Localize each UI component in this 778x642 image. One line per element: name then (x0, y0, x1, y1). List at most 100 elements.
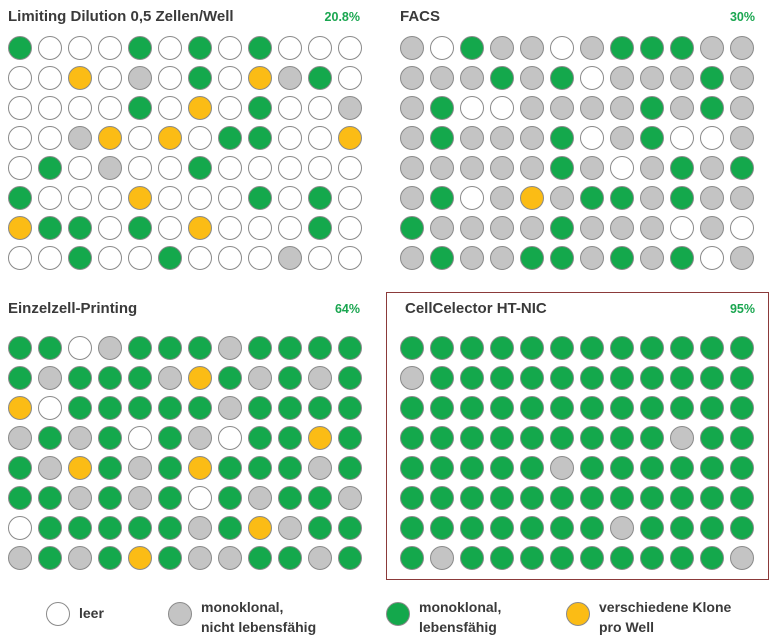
well (8, 66, 32, 90)
well (400, 66, 424, 90)
well (68, 36, 92, 60)
well (550, 246, 574, 270)
well (38, 546, 62, 570)
well (8, 36, 32, 60)
well (520, 366, 544, 390)
well (460, 456, 484, 480)
well (158, 246, 182, 270)
well (520, 516, 544, 540)
well (670, 156, 694, 180)
well (670, 96, 694, 120)
well (128, 36, 152, 60)
well (188, 156, 212, 180)
well (730, 396, 754, 420)
well (308, 126, 332, 150)
well (670, 186, 694, 210)
well (218, 366, 242, 390)
highlight-box-cellcelector (386, 292, 769, 580)
well (640, 336, 664, 360)
well (550, 186, 574, 210)
empty-well-icon (46, 602, 70, 626)
well (550, 426, 574, 450)
well (38, 516, 62, 540)
well (400, 246, 424, 270)
well (188, 246, 212, 270)
well (8, 126, 32, 150)
well (128, 186, 152, 210)
well (128, 246, 152, 270)
well (98, 216, 122, 240)
well (700, 396, 724, 420)
well (338, 66, 362, 90)
well (700, 246, 724, 270)
well (520, 336, 544, 360)
well (700, 186, 724, 210)
well (98, 36, 122, 60)
well (430, 456, 454, 480)
well (730, 36, 754, 60)
well (730, 156, 754, 180)
well (278, 36, 302, 60)
well (38, 36, 62, 60)
well (730, 246, 754, 270)
well (610, 486, 634, 510)
well (278, 456, 302, 480)
well (670, 246, 694, 270)
well (670, 336, 694, 360)
well (38, 366, 62, 390)
well (338, 336, 362, 360)
well (700, 516, 724, 540)
well (158, 336, 182, 360)
well (278, 156, 302, 180)
well (640, 516, 664, 540)
well (610, 126, 634, 150)
well (490, 126, 514, 150)
well (98, 486, 122, 510)
well (128, 66, 152, 90)
well (248, 66, 272, 90)
well (188, 456, 212, 480)
well (700, 456, 724, 480)
well (338, 186, 362, 210)
gray-well-icon (168, 602, 192, 626)
well (550, 66, 574, 90)
well (218, 456, 242, 480)
well (158, 186, 182, 210)
panel-percent: 95% (729, 302, 755, 316)
well (520, 216, 544, 240)
well (400, 336, 424, 360)
well (430, 246, 454, 270)
well (430, 516, 454, 540)
yellow-well-icon (566, 602, 590, 626)
well (278, 96, 302, 120)
well (550, 336, 574, 360)
well (128, 456, 152, 480)
well (218, 396, 242, 420)
well (338, 126, 362, 150)
well (670, 126, 694, 150)
well (188, 516, 212, 540)
well (68, 66, 92, 90)
well (460, 396, 484, 420)
well (338, 546, 362, 570)
well (430, 426, 454, 450)
well (218, 186, 242, 210)
well (460, 516, 484, 540)
well (610, 366, 634, 390)
well (610, 396, 634, 420)
well (520, 96, 544, 120)
well (400, 456, 424, 480)
well (400, 546, 424, 570)
well (68, 246, 92, 270)
well (460, 336, 484, 360)
well (158, 66, 182, 90)
well (610, 36, 634, 60)
well (98, 126, 122, 150)
well (550, 396, 574, 420)
well (248, 546, 272, 570)
well (68, 216, 92, 240)
well (248, 246, 272, 270)
well (520, 546, 544, 570)
legend-label: leer (79, 605, 104, 621)
well (308, 36, 332, 60)
